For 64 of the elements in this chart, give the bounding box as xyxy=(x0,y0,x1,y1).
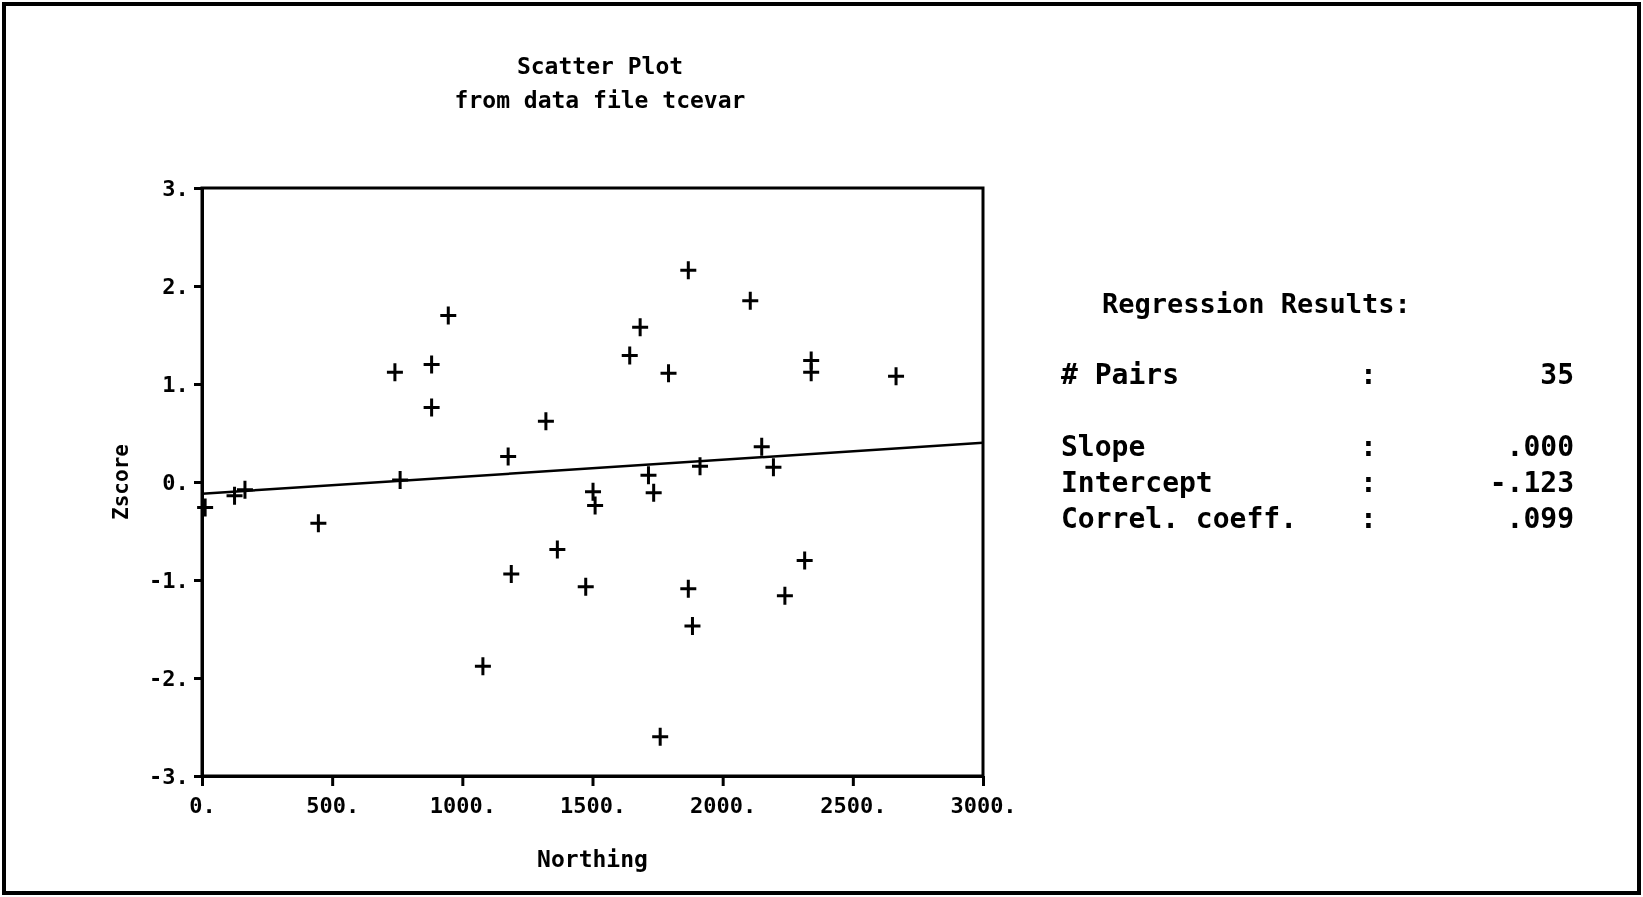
text: # Pairs xyxy=(1061,358,1180,391)
point xyxy=(501,563,521,585)
point xyxy=(576,576,596,598)
point xyxy=(740,290,760,312)
point xyxy=(801,361,821,383)
x-tick-label: 3000. xyxy=(950,793,1017,819)
point xyxy=(752,436,772,458)
point xyxy=(585,495,605,517)
point xyxy=(638,464,658,486)
text: Regression Results: xyxy=(1102,288,1411,319)
text: : xyxy=(1360,502,1377,535)
text: : xyxy=(1360,430,1377,463)
text: 35 xyxy=(1540,358,1574,391)
point xyxy=(498,446,518,468)
text: Slope xyxy=(1061,430,1146,463)
x-tick-label: 1000. xyxy=(429,793,496,819)
text: .099 xyxy=(1506,502,1574,535)
x-tick-label: 1500. xyxy=(559,793,627,819)
y-tick-label: -2. xyxy=(149,665,189,691)
point xyxy=(422,353,442,375)
y-tick-label: -1. xyxy=(149,567,189,593)
point xyxy=(536,410,556,432)
point xyxy=(422,397,442,419)
point xyxy=(644,482,664,504)
point xyxy=(886,365,906,387)
point xyxy=(659,362,679,384)
y-tick-label: 2. xyxy=(162,273,189,299)
y-tick-label: 3. xyxy=(162,175,189,201)
text: -.123 xyxy=(1489,466,1574,499)
chart-title: Scatter Plot xyxy=(516,53,684,79)
y-axis-title: Zscore xyxy=(109,444,133,520)
point xyxy=(630,316,650,338)
text: : xyxy=(1360,466,1377,499)
x-tick-label: 2500. xyxy=(820,793,887,819)
y-tick-label: 0. xyxy=(162,469,189,495)
point xyxy=(682,615,702,637)
point xyxy=(235,479,255,501)
point xyxy=(678,259,698,281)
point xyxy=(547,539,567,561)
point xyxy=(775,585,795,607)
point xyxy=(678,578,698,600)
point xyxy=(385,361,405,383)
x-tick-label: 2000. xyxy=(690,793,757,819)
chart-subtitle: from data file tcevar xyxy=(454,87,746,113)
y-tick-label: 1. xyxy=(162,371,189,397)
text: Correl. coeff. xyxy=(1061,502,1298,535)
point xyxy=(763,456,783,478)
x-tick-label: 0. xyxy=(189,793,216,819)
point xyxy=(690,455,710,477)
point xyxy=(620,345,640,367)
text: Intercept xyxy=(1061,466,1213,499)
point xyxy=(195,496,215,518)
point xyxy=(473,655,493,677)
text: : xyxy=(1360,358,1377,391)
y-tick-label: -3. xyxy=(149,763,189,789)
point xyxy=(795,549,815,571)
point xyxy=(583,481,603,503)
point xyxy=(225,485,245,507)
point xyxy=(650,726,670,748)
point xyxy=(308,512,328,534)
text: .000 xyxy=(1506,430,1574,463)
x-axis-title: Northing xyxy=(537,846,648,872)
point xyxy=(438,304,458,326)
x-tick-label: 500. xyxy=(306,793,360,819)
